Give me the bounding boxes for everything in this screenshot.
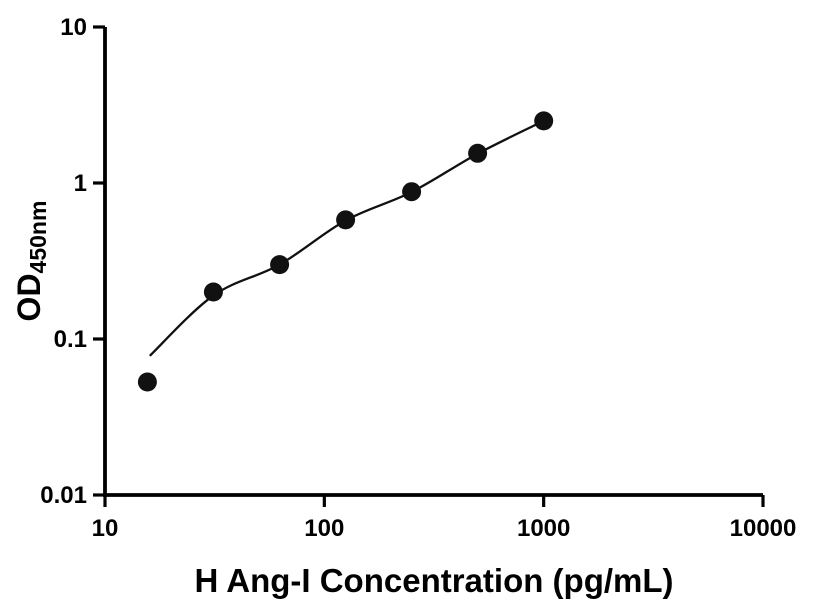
data-point: [137, 372, 157, 392]
y-tick-label: 0.1: [54, 326, 87, 353]
y-tick-label: 0.01: [40, 482, 87, 509]
x-tick-label: 10000: [730, 515, 797, 542]
x-tick-label: 1000: [517, 515, 570, 542]
axes: [103, 27, 763, 497]
y-tick-label: 10: [60, 14, 87, 41]
plot-area: 10 100 1000 10000 0.01 0.1 1 10: [40, 14, 796, 542]
data-point: [468, 143, 488, 163]
x-tick-label: 10: [92, 515, 119, 542]
y-axis-title: OD450nm: [11, 201, 51, 322]
y-tick-label: 1: [74, 170, 87, 197]
data-point: [203, 282, 223, 302]
x-tick-label: 100: [304, 515, 344, 542]
y-axis-title-main: OD: [11, 273, 47, 321]
data-point: [336, 210, 356, 230]
data-point: [270, 255, 290, 275]
data-point: [534, 111, 554, 131]
y-axis-title-sub: 450nm: [25, 201, 51, 274]
data-point: [402, 182, 422, 202]
x-axis-title: H Ang-I Concentration (pg/mL): [194, 562, 673, 599]
